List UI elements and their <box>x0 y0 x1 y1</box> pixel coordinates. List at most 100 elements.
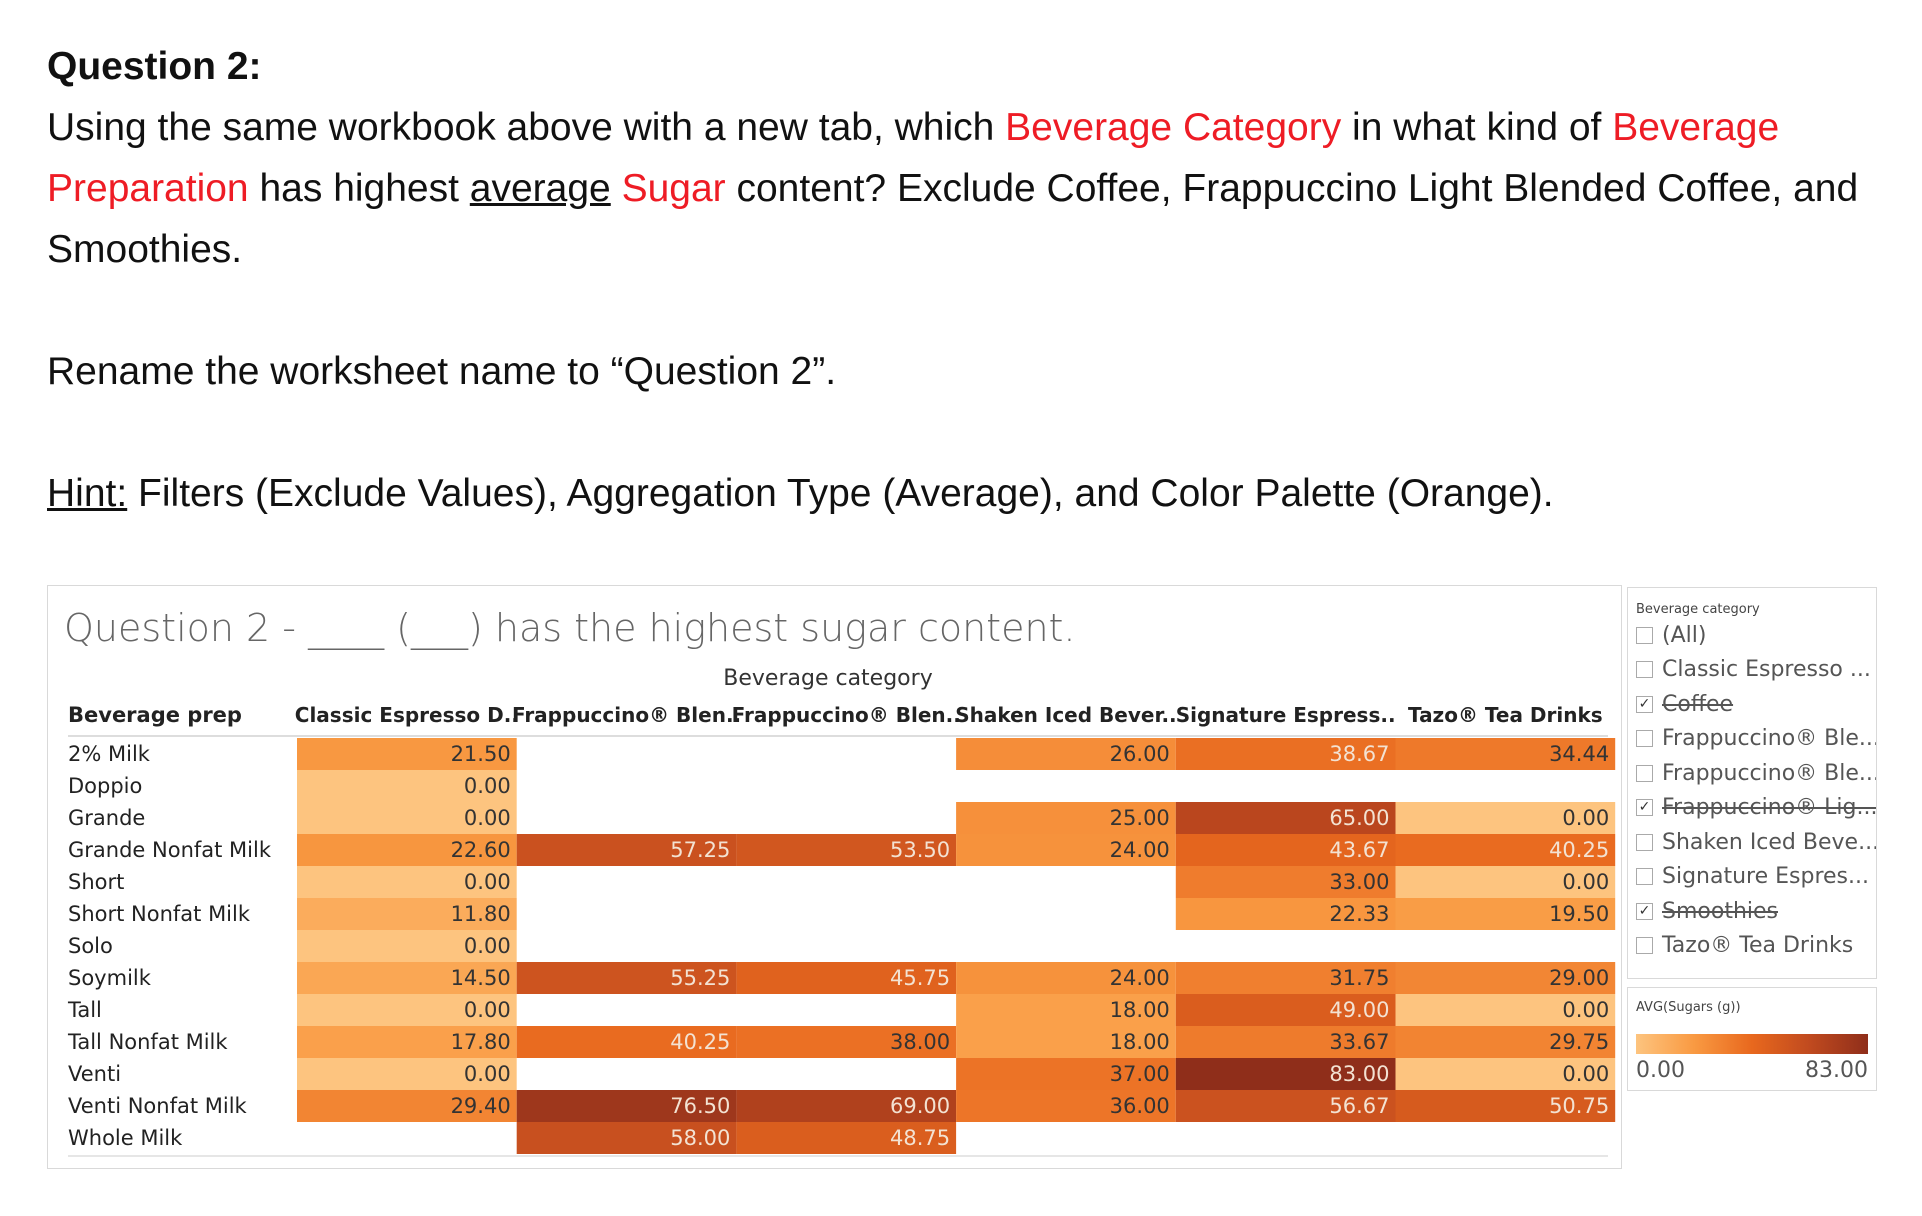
filter-checkbox[interactable] <box>1636 833 1653 851</box>
heatmap-cell[interactable] <box>956 1058 1176 1090</box>
heatmap-cell[interactable] <box>1395 834 1616 866</box>
heatmap-cell[interactable] <box>297 898 517 930</box>
heatmap-cell[interactable] <box>956 1026 1176 1058</box>
heatmap-cell[interactable] <box>1395 994 1616 1026</box>
row-label[interactable]: Grande <box>68 806 145 830</box>
column-header[interactable]: Frappuccino® Blen.. <box>512 703 741 727</box>
heatmap-cell[interactable] <box>1175 802 1396 834</box>
filter-checkbox[interactable]: ✓ <box>1636 695 1653 713</box>
heatmap-cell[interactable] <box>297 738 517 770</box>
heatmap-cell[interactable] <box>1175 834 1396 866</box>
heatmap-cell[interactable] <box>516 1122 737 1154</box>
worksheet-title[interactable]: Question 2 - ____ (___) has the highest … <box>64 606 1076 650</box>
row-label[interactable]: Venti <box>68 1062 121 1086</box>
heatmap-cell[interactable] <box>297 1058 517 1090</box>
filter-item[interactable]: ✓ Coffee <box>1628 687 1876 722</box>
cell-value-label: 29.40 <box>451 1094 511 1118</box>
heatmap-cell[interactable] <box>1175 898 1396 930</box>
filter-checkbox[interactable] <box>1636 730 1653 748</box>
heatmap-cell[interactable] <box>297 1026 517 1058</box>
column-header[interactable]: Classic Espresso D.. <box>295 703 519 727</box>
row-label[interactable]: Short Nonfat Milk <box>68 902 251 926</box>
heatmap-cell[interactable] <box>736 1122 957 1154</box>
heatmap-cell[interactable] <box>736 834 957 866</box>
column-header[interactable]: Signature Espress.. <box>1176 703 1396 727</box>
heatmap-cell[interactable] <box>1395 1090 1616 1122</box>
heatmap-cell[interactable] <box>956 994 1176 1026</box>
row-label[interactable]: Doppio <box>68 774 142 798</box>
filter-checkbox[interactable] <box>1636 868 1653 886</box>
filter-item-label: Smoothies <box>1662 898 1778 924</box>
heatmap-cell[interactable] <box>736 962 957 994</box>
filter-item[interactable]: Signature Espres... <box>1628 860 1876 895</box>
cell-value-label: 11.80 <box>451 902 511 926</box>
heatmap-cell[interactable] <box>516 962 737 994</box>
row-label[interactable]: Soymilk <box>68 966 152 990</box>
cell-value-label: 49.00 <box>1329 998 1389 1022</box>
heatmap-cell[interactable] <box>956 962 1176 994</box>
cell-value-label: 24.00 <box>1110 966 1170 990</box>
row-label[interactable]: Tall <box>67 998 102 1022</box>
filter-checkbox[interactable] <box>1636 764 1653 782</box>
heatmap-cell[interactable] <box>297 930 517 962</box>
row-label[interactable]: Tall Nonfat Milk <box>67 1030 228 1054</box>
row-label[interactable]: Venti Nonfat Milk <box>68 1094 248 1118</box>
heatmap-cell[interactable] <box>956 802 1176 834</box>
filter-item-label: Signature Espres... <box>1662 864 1869 890</box>
filter-item[interactable]: Shaken Iced Beve... <box>1628 825 1876 860</box>
column-header[interactable]: Shaken Iced Bever.. <box>955 703 1176 727</box>
heatmap-cell[interactable] <box>1175 962 1396 994</box>
heatmap-cell[interactable] <box>1175 994 1396 1026</box>
filter-item[interactable]: Frappuccino® Ble... <box>1628 722 1876 757</box>
heatmap-cell[interactable] <box>1395 898 1616 930</box>
heatmap-cell[interactable] <box>736 1026 957 1058</box>
filter-checkbox[interactable]: ✓ <box>1636 902 1653 920</box>
filter-item[interactable]: Classic Espresso ... <box>1628 653 1876 688</box>
filter-item[interactable]: ✓ Smoothies <box>1628 894 1876 929</box>
filter-checkbox[interactable] <box>1636 937 1653 955</box>
heatmap-cell[interactable] <box>297 802 517 834</box>
heatmap-cell[interactable] <box>516 1026 737 1058</box>
heatmap-cell[interactable] <box>1175 738 1396 770</box>
heatmap-cell[interactable] <box>1395 802 1616 834</box>
column-header[interactable]: Frappuccino® Blen.. <box>732 703 961 727</box>
filter-checkbox[interactable]: ✓ <box>1636 799 1653 817</box>
filter-checkbox[interactable] <box>1636 661 1653 679</box>
heatmap-cell[interactable] <box>297 962 517 994</box>
cell-value-label: 0.00 <box>1562 806 1609 830</box>
heatmap-cell[interactable] <box>956 834 1176 866</box>
heatmap-cell[interactable] <box>297 770 517 802</box>
filter-item[interactable]: Frappuccino® Ble... <box>1628 756 1876 791</box>
question-line2-b: content? Exclude Coffee, Frappuccino Lig… <box>725 167 1859 210</box>
row-label[interactable]: Whole Milk <box>68 1126 183 1150</box>
heatmap-cell[interactable] <box>956 738 1176 770</box>
heatmap-cell[interactable] <box>297 866 517 898</box>
row-label[interactable]: Solo <box>68 934 113 958</box>
heatmap-cell[interactable] <box>297 994 517 1026</box>
column-header[interactable]: Tazo® Tea Drinks <box>1408 703 1603 727</box>
hint: Hint: Filters (Exclude Values), Aggregat… <box>47 463 1887 524</box>
filter-item[interactable]: Tazo® Tea Drinks <box>1628 929 1876 964</box>
heatmap-cell[interactable] <box>1395 866 1616 898</box>
filter-item[interactable]: (All) <box>1628 618 1876 653</box>
heatmap-cell[interactable] <box>1175 1026 1396 1058</box>
heatmap-cell[interactable] <box>516 1090 737 1122</box>
filter-item[interactable]: ✓ Frappuccino® Lig... <box>1628 791 1876 826</box>
row-label[interactable]: Short <box>68 870 124 894</box>
filter-item-label: Tazo® Tea Drinks <box>1662 933 1854 959</box>
row-label[interactable]: 2% Milk <box>68 742 151 766</box>
heatmap-cell[interactable] <box>1395 962 1616 994</box>
heatmap-cell[interactable] <box>1395 1026 1616 1058</box>
filter-checkbox[interactable] <box>1636 626 1653 644</box>
heatmap-cell[interactable] <box>736 1090 957 1122</box>
heatmap-cell[interactable] <box>1395 738 1616 770</box>
heatmap-cell[interactable] <box>1395 1058 1616 1090</box>
heatmap-cell[interactable] <box>297 1090 517 1122</box>
heatmap-cell[interactable] <box>1175 1058 1396 1090</box>
heatmap-cell[interactable] <box>1175 1090 1396 1122</box>
heatmap-cell[interactable] <box>516 834 737 866</box>
row-label[interactable]: Grande Nonfat Milk <box>68 838 272 862</box>
heatmap-cell[interactable] <box>956 1090 1176 1122</box>
heatmap-cell[interactable] <box>1175 866 1396 898</box>
heatmap-cell[interactable] <box>297 834 517 866</box>
